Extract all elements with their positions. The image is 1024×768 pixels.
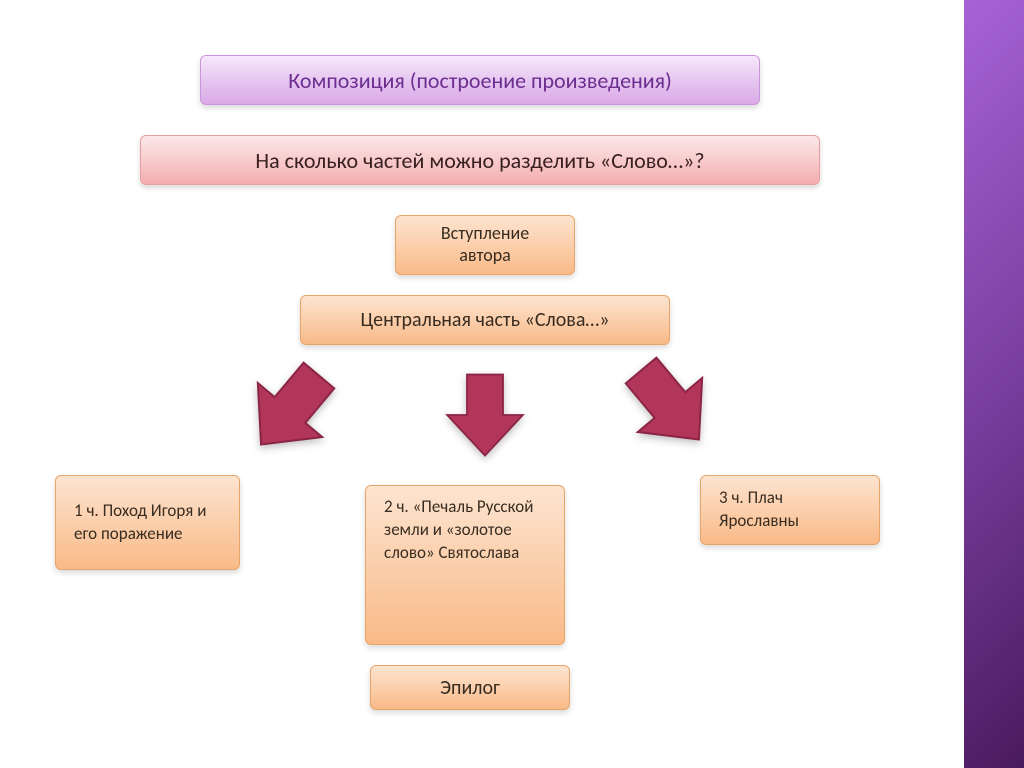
title-box: Композиция (построение произведения)	[200, 55, 760, 105]
part1-text: 1 ч. Поход Игоря и его поражение	[74, 500, 221, 546]
arrow-left-icon	[240, 360, 340, 460]
diagram-content: Композиция (построение произведения) На …	[0, 0, 960, 768]
question-box: На сколько частей можно разделить «Слово…	[140, 135, 820, 185]
epilog-box: Эпилог	[370, 665, 570, 710]
arrow-right-icon	[620, 355, 720, 455]
title-text: Композиция (построение произведения)	[288, 67, 672, 94]
epilog-text: Эпилог	[440, 676, 500, 700]
part1-box: 1 ч. Поход Игоря и его поражение	[55, 475, 240, 570]
arrow-down-icon	[440, 360, 530, 470]
part3-text: 3 ч. Плач Ярославны	[719, 487, 861, 533]
part2-text: 2 ч. «Печаль Русской земли и «золотое сл…	[384, 496, 546, 565]
part2-box: 2 ч. «Печаль Русской земли и «золотое сл…	[365, 485, 565, 645]
intro-box: Вступление автора	[395, 215, 575, 275]
central-box: Центральная часть «Слова…»	[300, 295, 670, 345]
central-text: Центральная часть «Слова…»	[361, 308, 610, 332]
intro-text: Вступление автора	[414, 223, 556, 266]
question-text: На сколько частей можно разделить «Слово…	[255, 147, 704, 174]
part3-box: 3 ч. Плач Ярославны	[700, 475, 880, 545]
side-strip	[964, 0, 1024, 768]
